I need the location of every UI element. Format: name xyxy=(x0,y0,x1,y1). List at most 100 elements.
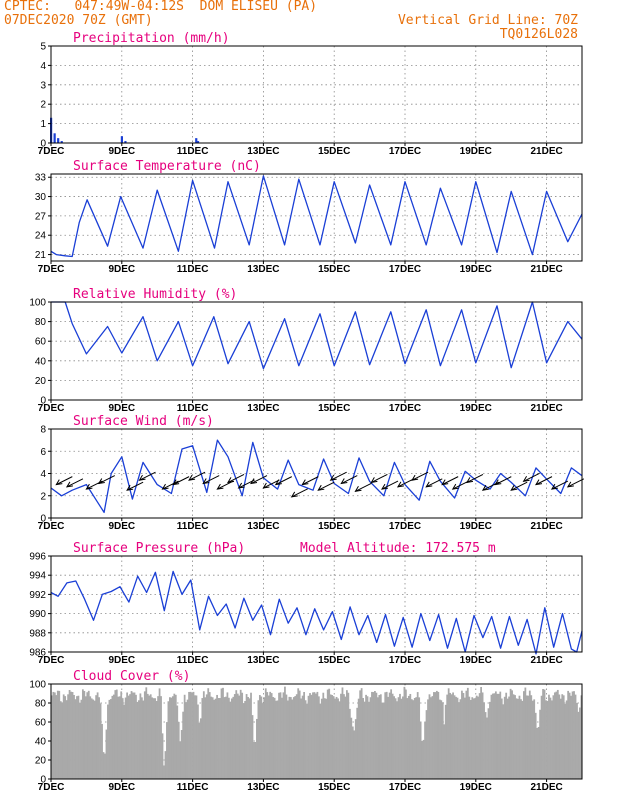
cloud-bar xyxy=(67,694,69,779)
pres-panel: 986 988 990 992 994 996 7DEC 9DEC 11DEC 13DEC 15DE… xyxy=(29,541,583,666)
cloud-bar xyxy=(182,711,185,779)
cloud-bar xyxy=(289,697,292,779)
precip-bar xyxy=(57,138,60,143)
cloud-bar xyxy=(441,702,444,779)
cloud-bar xyxy=(135,694,137,779)
cloud-bar xyxy=(207,688,210,779)
cloud-bar xyxy=(553,692,556,779)
cloud-bar xyxy=(292,697,295,779)
wind-arrow xyxy=(466,473,484,483)
pres-ytick-label: 988 xyxy=(29,628,46,639)
wind-arrow-head xyxy=(227,477,235,484)
wind-arrow-head xyxy=(55,479,63,486)
wind-arrow-head xyxy=(425,481,433,488)
cloud-bar xyxy=(518,695,521,779)
wind-arrow xyxy=(441,476,459,486)
cloud-bar xyxy=(136,701,139,779)
cloud-bar xyxy=(459,699,462,779)
cloud-bar xyxy=(421,740,423,779)
cloud-bar xyxy=(161,733,164,779)
wind-arrow-head xyxy=(216,483,224,490)
cloud-bar xyxy=(325,698,328,779)
cloud-bar xyxy=(173,693,176,779)
cloud-bar xyxy=(211,697,214,779)
cloud-bar xyxy=(174,694,177,779)
cloud-bar xyxy=(260,696,263,779)
cloud-bar xyxy=(245,694,248,779)
cloud-bar xyxy=(403,686,406,779)
cloud-bar xyxy=(107,704,109,779)
wind-ytick-label: 6 xyxy=(40,447,46,458)
cloud-bar xyxy=(365,694,367,779)
pres-series-line xyxy=(50,570,583,655)
cloud-bar xyxy=(132,692,134,779)
cloud-bar xyxy=(201,698,204,779)
cloud-bar xyxy=(180,730,183,779)
cloud-bar xyxy=(146,693,149,779)
temp-xtick-label: 15DEC xyxy=(318,264,350,275)
cloud-bar xyxy=(489,701,491,779)
cloud-title: Cloud Cover (%) xyxy=(73,669,190,684)
cloud-bar xyxy=(198,722,201,779)
wind-arrow-head xyxy=(97,478,105,485)
cloud-bar xyxy=(397,697,400,779)
rh-xtick-label: 21DEC xyxy=(530,403,562,414)
precip-ytick-label: 2 xyxy=(40,100,46,111)
cloud-bar xyxy=(447,688,450,779)
cloud-bar xyxy=(301,695,304,779)
wind-xtick-label: 19DEC xyxy=(460,521,492,532)
cloud-panel: 0 20 40 60 80 100 7DEC 9DEC 11DEC 13DEC 15DEC 17DEC… xyxy=(29,669,583,793)
cloud-bar xyxy=(416,692,419,779)
cloud-bar xyxy=(521,700,524,779)
cloud-bar xyxy=(77,695,80,779)
wind-arrow-head xyxy=(274,479,282,486)
cloud-bar xyxy=(68,690,71,779)
rh-series-line xyxy=(51,301,583,370)
cloud-bar xyxy=(145,687,148,779)
cloud-bar xyxy=(115,689,118,779)
cloud-bar xyxy=(487,708,490,779)
cloud-bar xyxy=(295,694,298,779)
rh-frame xyxy=(50,301,583,401)
cloud-bar xyxy=(163,765,165,779)
cloud-bar xyxy=(316,691,319,779)
cloud-bar xyxy=(70,691,72,779)
wind-series-line xyxy=(50,439,583,514)
wind-arrow-head xyxy=(202,478,210,485)
pres-xtick-label: 9DEC xyxy=(108,655,135,666)
cloud-bar xyxy=(142,700,145,779)
cloud-bar xyxy=(341,687,344,779)
cloud-bar xyxy=(257,700,260,779)
cloud-bar xyxy=(382,702,385,779)
cloud-bar xyxy=(338,701,341,779)
cloud-bar xyxy=(536,727,539,779)
pres-xtick-label: 11DEC xyxy=(177,655,209,666)
cloud-bar xyxy=(455,696,457,779)
cloud-bar xyxy=(317,696,320,779)
cloud-bar xyxy=(110,699,112,779)
cloud-bar xyxy=(140,697,143,779)
cloud-xtick-label: 13DEC xyxy=(247,782,279,793)
cloud-bar xyxy=(208,692,211,779)
cloud-bar xyxy=(449,692,452,779)
cloud-bar xyxy=(222,687,224,779)
cloud-bar xyxy=(562,695,565,779)
wind-arrow xyxy=(66,478,84,488)
header-line1-right: Vertical Grid Line: 70Z xyxy=(397,13,578,28)
cloud-bar xyxy=(438,699,441,779)
cloud-bar xyxy=(458,702,460,779)
cloud-bar xyxy=(424,721,426,779)
cloud-bar xyxy=(570,695,572,779)
cloud-bar xyxy=(244,701,246,779)
cloud-bar xyxy=(549,697,552,779)
cloud-ytick-label: 100 xyxy=(29,680,46,691)
wind-arrow xyxy=(330,471,347,481)
pres-title: Surface Pressure (hPa) xyxy=(73,541,245,556)
cloud-bar xyxy=(74,699,77,779)
pres-xtick-label: 17DEC xyxy=(389,655,421,666)
cloud-bar xyxy=(87,690,90,779)
wind-arrow xyxy=(452,480,470,490)
wind-arrow xyxy=(202,475,220,484)
wind-arrow xyxy=(98,475,116,484)
